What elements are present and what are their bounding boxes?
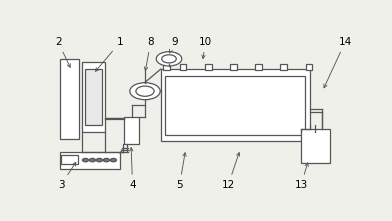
Text: 1: 1 bbox=[96, 37, 124, 71]
Text: 8: 8 bbox=[144, 37, 154, 70]
Circle shape bbox=[156, 52, 182, 66]
Text: 14: 14 bbox=[324, 37, 352, 88]
Bar bbox=[161, 69, 310, 141]
Text: 3: 3 bbox=[58, 162, 76, 190]
Bar bbox=[85, 69, 102, 125]
Bar bbox=[255, 64, 262, 70]
Bar bbox=[230, 64, 237, 70]
Text: 9: 9 bbox=[169, 37, 178, 53]
Text: 5: 5 bbox=[176, 153, 186, 190]
Bar bbox=[205, 64, 212, 70]
Bar bbox=[306, 64, 312, 70]
Bar bbox=[82, 62, 105, 132]
Circle shape bbox=[103, 158, 109, 162]
Bar bbox=[163, 64, 170, 70]
Text: 10: 10 bbox=[199, 37, 212, 59]
Circle shape bbox=[82, 158, 89, 162]
Circle shape bbox=[136, 86, 154, 96]
Text: 12: 12 bbox=[221, 153, 240, 190]
Circle shape bbox=[130, 83, 160, 100]
Circle shape bbox=[162, 55, 176, 63]
Bar bbox=[301, 129, 330, 163]
Bar bbox=[180, 64, 186, 70]
Text: 2: 2 bbox=[55, 37, 70, 67]
Circle shape bbox=[111, 158, 116, 162]
Bar bbox=[165, 76, 305, 135]
Bar bbox=[61, 155, 78, 164]
Text: 4: 4 bbox=[129, 148, 136, 190]
Bar bbox=[60, 59, 79, 139]
Bar bbox=[281, 64, 287, 70]
Circle shape bbox=[89, 158, 96, 162]
Bar bbox=[124, 117, 139, 144]
Circle shape bbox=[96, 158, 102, 162]
Text: 13: 13 bbox=[294, 163, 309, 190]
Bar bbox=[60, 152, 120, 170]
